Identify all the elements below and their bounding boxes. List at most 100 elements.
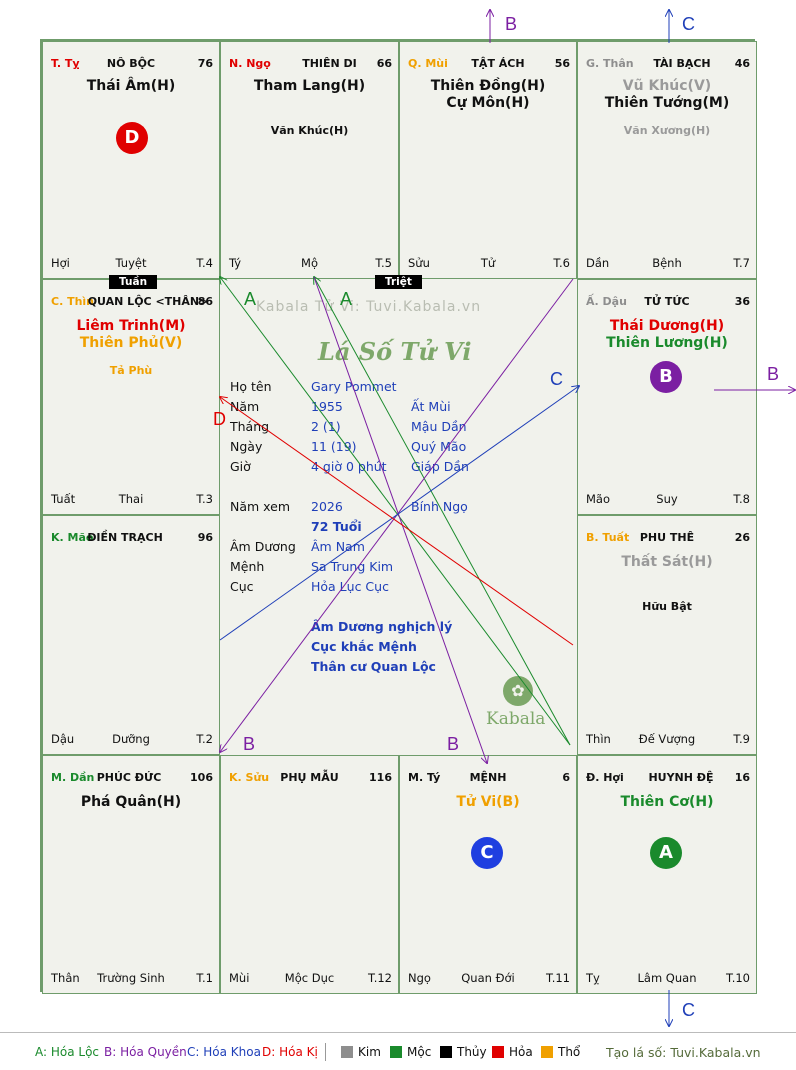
label-ngay: Ngày (230, 439, 263, 454)
cell-term: T.4 (196, 256, 213, 270)
cell-stem: T. Tỵ (51, 57, 80, 70)
cell-stem: Q. Mùi (408, 57, 448, 70)
cell-term: T.7 (733, 256, 750, 270)
minor-star: Văn Khúc(H) (270, 124, 349, 137)
cell-branch: Dần (586, 256, 610, 270)
cell-branch: Sửu (408, 256, 430, 270)
arrow-d-1 (220, 397, 574, 646)
cell-term: T.2 (196, 732, 213, 746)
badge-c: C (471, 837, 503, 869)
label-nam: Năm (230, 399, 260, 414)
cell-suu: K. Sửu PHỤ MẪU 116 Mùi Mộc Dục T.12 (220, 755, 399, 994)
value-gio: 4 giờ 0 phút (311, 459, 387, 474)
cell-number: 96 (197, 531, 213, 544)
major-star: Cự Môn(H) (446, 95, 530, 111)
cell-number: 56 (554, 57, 570, 70)
cell-branch: Hợi (51, 256, 70, 270)
cell-number: 46 (734, 57, 750, 70)
cell-branch: Tuất (51, 492, 76, 506)
cell-number: 86 (197, 295, 213, 308)
major-star: Thất Sát(H) (621, 554, 713, 570)
swatch-kim (341, 1046, 353, 1058)
cell-mao: K. Mão ĐIỀN TRẠCH 96 Dậu Dưỡng T.2 (42, 515, 220, 755)
cell-branch: Dậu (51, 732, 75, 746)
cell-stem: C. Thìn (51, 295, 95, 308)
cell-number: 16 (734, 771, 750, 784)
cell-than: G. Thân TÀI BẠCH 46 Vũ Khúc(V) Thiên Tướ… (577, 41, 757, 279)
badge-a: A (650, 837, 682, 869)
triet-tag: Triệt (375, 275, 422, 289)
cell-number: 36 (734, 295, 750, 308)
cell-number: 106 (190, 771, 213, 784)
major-star: Tham Lang(H) (253, 78, 366, 94)
major-star: Thái Dương(H) (609, 318, 725, 334)
cell-branch: Thìn (586, 732, 611, 746)
cell-stage: Dưỡng (112, 732, 150, 746)
cell-stage: Lâm Quan (637, 971, 697, 985)
label-cuc: Cục (230, 579, 254, 594)
cell-ty: T. Tỵ NÔ BỘC 76 Thái Âm(H) D Hợi Tuyệt T… (42, 41, 220, 279)
badge-d: D (116, 122, 148, 154)
value-nam-xem: 2026 (311, 499, 343, 514)
legend-hoa: Hỏa (509, 1045, 533, 1059)
arrow-a-1 (220, 277, 571, 746)
major-star: Tử Vi(B) (456, 794, 520, 810)
major-star: Thiên Cơ(H) (620, 794, 714, 810)
cell-menh: M. Tý MỆNH 6 Tử Vi(B) C Ngọ Quan Đới T.1… (399, 755, 577, 994)
cell-tuat: B. Tuất PHU THÊ 26 Thất Sát(H) Hữu Bật T… (577, 515, 757, 755)
cell-stage: Mộc Dục (284, 971, 335, 985)
label-c-bottom: C (682, 1000, 695, 1020)
label-ho-ten: Họ tên (230, 379, 272, 394)
value-gio-canchi: Giáp Dần (411, 459, 469, 474)
cell-stem: B. Tuất (586, 531, 630, 544)
cell-branch: Thân (51, 971, 80, 985)
cell-stage: Bệnh (652, 256, 682, 270)
cell-term: T.1 (196, 971, 213, 985)
cell-palace: TẬT ÁCH (471, 57, 525, 70)
legend-bar: A: Hóa Lộc B: Hóa Quyền C: Hóa Khoa D: H… (0, 1032, 796, 1069)
cell-stage: Thai (118, 492, 144, 506)
cell-palace: TỬ TỨC (644, 295, 690, 308)
value-ngay: 11 (19) (311, 439, 357, 454)
cell-dau: Ấ. Dậu TỬ TỨC 36 Thái Dương(H) Thiên Lươ… (577, 279, 757, 515)
label-a-2: A (340, 289, 352, 309)
cell-branch: Tý (229, 256, 242, 270)
cell-term: T.6 (553, 256, 570, 270)
cell-number: 76 (197, 57, 213, 70)
value-ho-ten: Gary Pommet (311, 379, 397, 394)
legend-site-link[interactable]: Tạo lá số: Tuvi.Kabala.vn (606, 1045, 761, 1060)
badge-b: B (650, 361, 682, 393)
cell-stage: Tử (480, 256, 496, 270)
arrow-a-2 (314, 277, 571, 746)
value-thang-canchi: Mậu Dần (411, 419, 467, 434)
kabala-emblem-icon: ✿ (503, 676, 533, 706)
legend-hoa-loc: A: Hóa Lộc (35, 1045, 100, 1059)
cell-term: T.5 (375, 256, 392, 270)
value-nam-canchi: Ất Mùi (411, 399, 451, 414)
label-c-top: C (682, 14, 695, 34)
value-cuc: Hỏa Lục Cục (311, 579, 389, 594)
major-star: Vũ Khúc(V) (622, 78, 712, 94)
cell-palace: TÀI BẠCH (653, 57, 711, 70)
kabala-brand: Kabala (486, 709, 546, 729)
legend-divider (325, 1043, 326, 1061)
label-thang: Tháng (230, 419, 270, 434)
legend-thuy: Thủy (457, 1045, 487, 1059)
label-a-1: A (244, 289, 256, 309)
cell-hoi: Đ. Hợi HUYNH ĐỆ 16 Thiên Cơ(H) A Tỵ Lâm … (577, 755, 757, 994)
minor-star: Văn Xương(H) (623, 124, 711, 137)
value-tuoi: 72 Tuổi (311, 519, 362, 534)
arrow-b-2 (313, 276, 487, 763)
value-menh: Sa Trung Kim (311, 559, 394, 574)
value-am-duong: Âm Nam (311, 539, 365, 554)
cell-palace: PHỤ MẪU (280, 771, 339, 784)
cell-stem: G. Thân (586, 57, 634, 70)
legend-hoa-quyen: B: Hóa Quyền (104, 1045, 187, 1059)
cell-branch: Ngọ (408, 971, 431, 985)
cell-stem: K. Mão (51, 531, 94, 544)
label-menh: Mệnh (230, 559, 265, 574)
cell-stem: M. Tý (408, 771, 441, 784)
minor-star: Hữu Bật (642, 600, 692, 613)
cell-stem: N. Ngọ (229, 57, 271, 70)
note-than-cu: Thân cư Quan Lộc (311, 659, 436, 674)
